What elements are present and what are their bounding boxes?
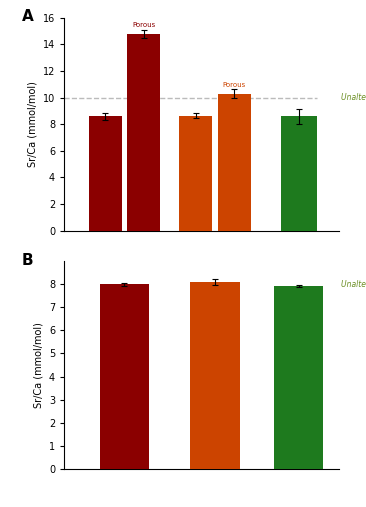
- Bar: [89, 116, 122, 231]
- Text: Porous: Porous: [132, 22, 155, 28]
- Bar: [190, 282, 240, 469]
- Text: Unaltered sample: Unaltered sample: [341, 93, 366, 102]
- Text: HM4: HM4: [201, 337, 229, 347]
- Y-axis label: Sr/Ca (mmol/mol): Sr/Ca (mmol/mol): [33, 322, 43, 408]
- Text: H-Tai-2: H-Tai-2: [103, 337, 146, 347]
- Text: A: A: [22, 9, 33, 24]
- Bar: [281, 116, 317, 231]
- Text: Massive: Massive: [182, 122, 210, 128]
- Bar: [100, 284, 149, 469]
- Text: Porous: Porous: [223, 82, 246, 88]
- Bar: [218, 94, 251, 231]
- Text: WL1: WL1: [285, 337, 312, 347]
- Y-axis label: Sr/Ca (mmol/mol): Sr/Ca (mmol/mol): [27, 81, 37, 167]
- Text: Unaltered sample: Unaltered sample: [341, 280, 366, 288]
- Text: B: B: [22, 253, 33, 268]
- Bar: [127, 33, 160, 231]
- Bar: [179, 116, 212, 231]
- Bar: [274, 286, 324, 469]
- Text: Massive: Massive: [91, 123, 119, 129]
